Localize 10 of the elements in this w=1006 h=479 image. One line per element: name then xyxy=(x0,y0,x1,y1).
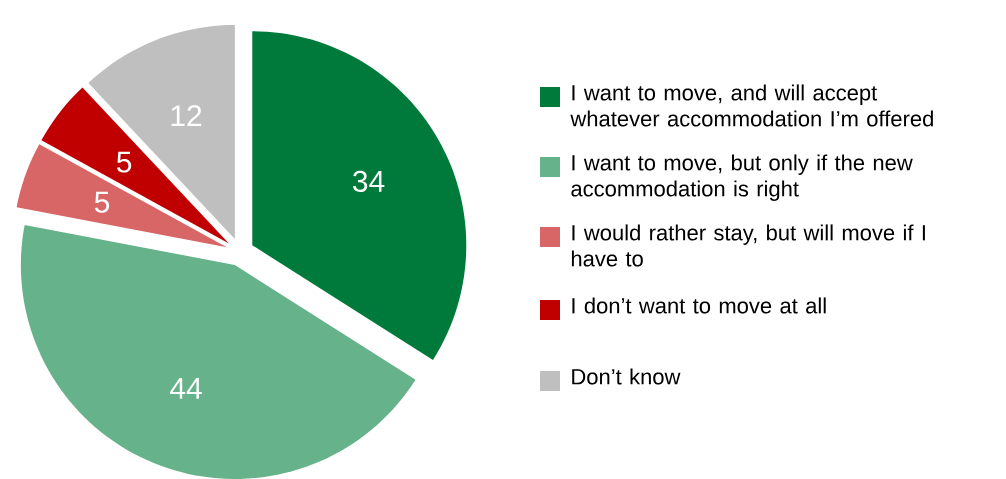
data-label: 34 xyxy=(352,170,385,192)
data-label: 5 xyxy=(116,151,132,173)
legend-label: I would rather stay, but will move if I have to xyxy=(571,224,925,267)
legend-label: I want to move, and will accept whatever accommodation I’m offered xyxy=(570,84,933,127)
legend-label: I don’t want to move at all xyxy=(572,297,826,314)
data-label: 44 xyxy=(170,378,202,399)
data-label: 5 xyxy=(94,191,110,213)
data-label: 12 xyxy=(171,105,202,127)
legend-label: I want to move, but only if the new accommodation is right xyxy=(571,154,913,201)
legend-label: Don’t know xyxy=(572,368,681,385)
